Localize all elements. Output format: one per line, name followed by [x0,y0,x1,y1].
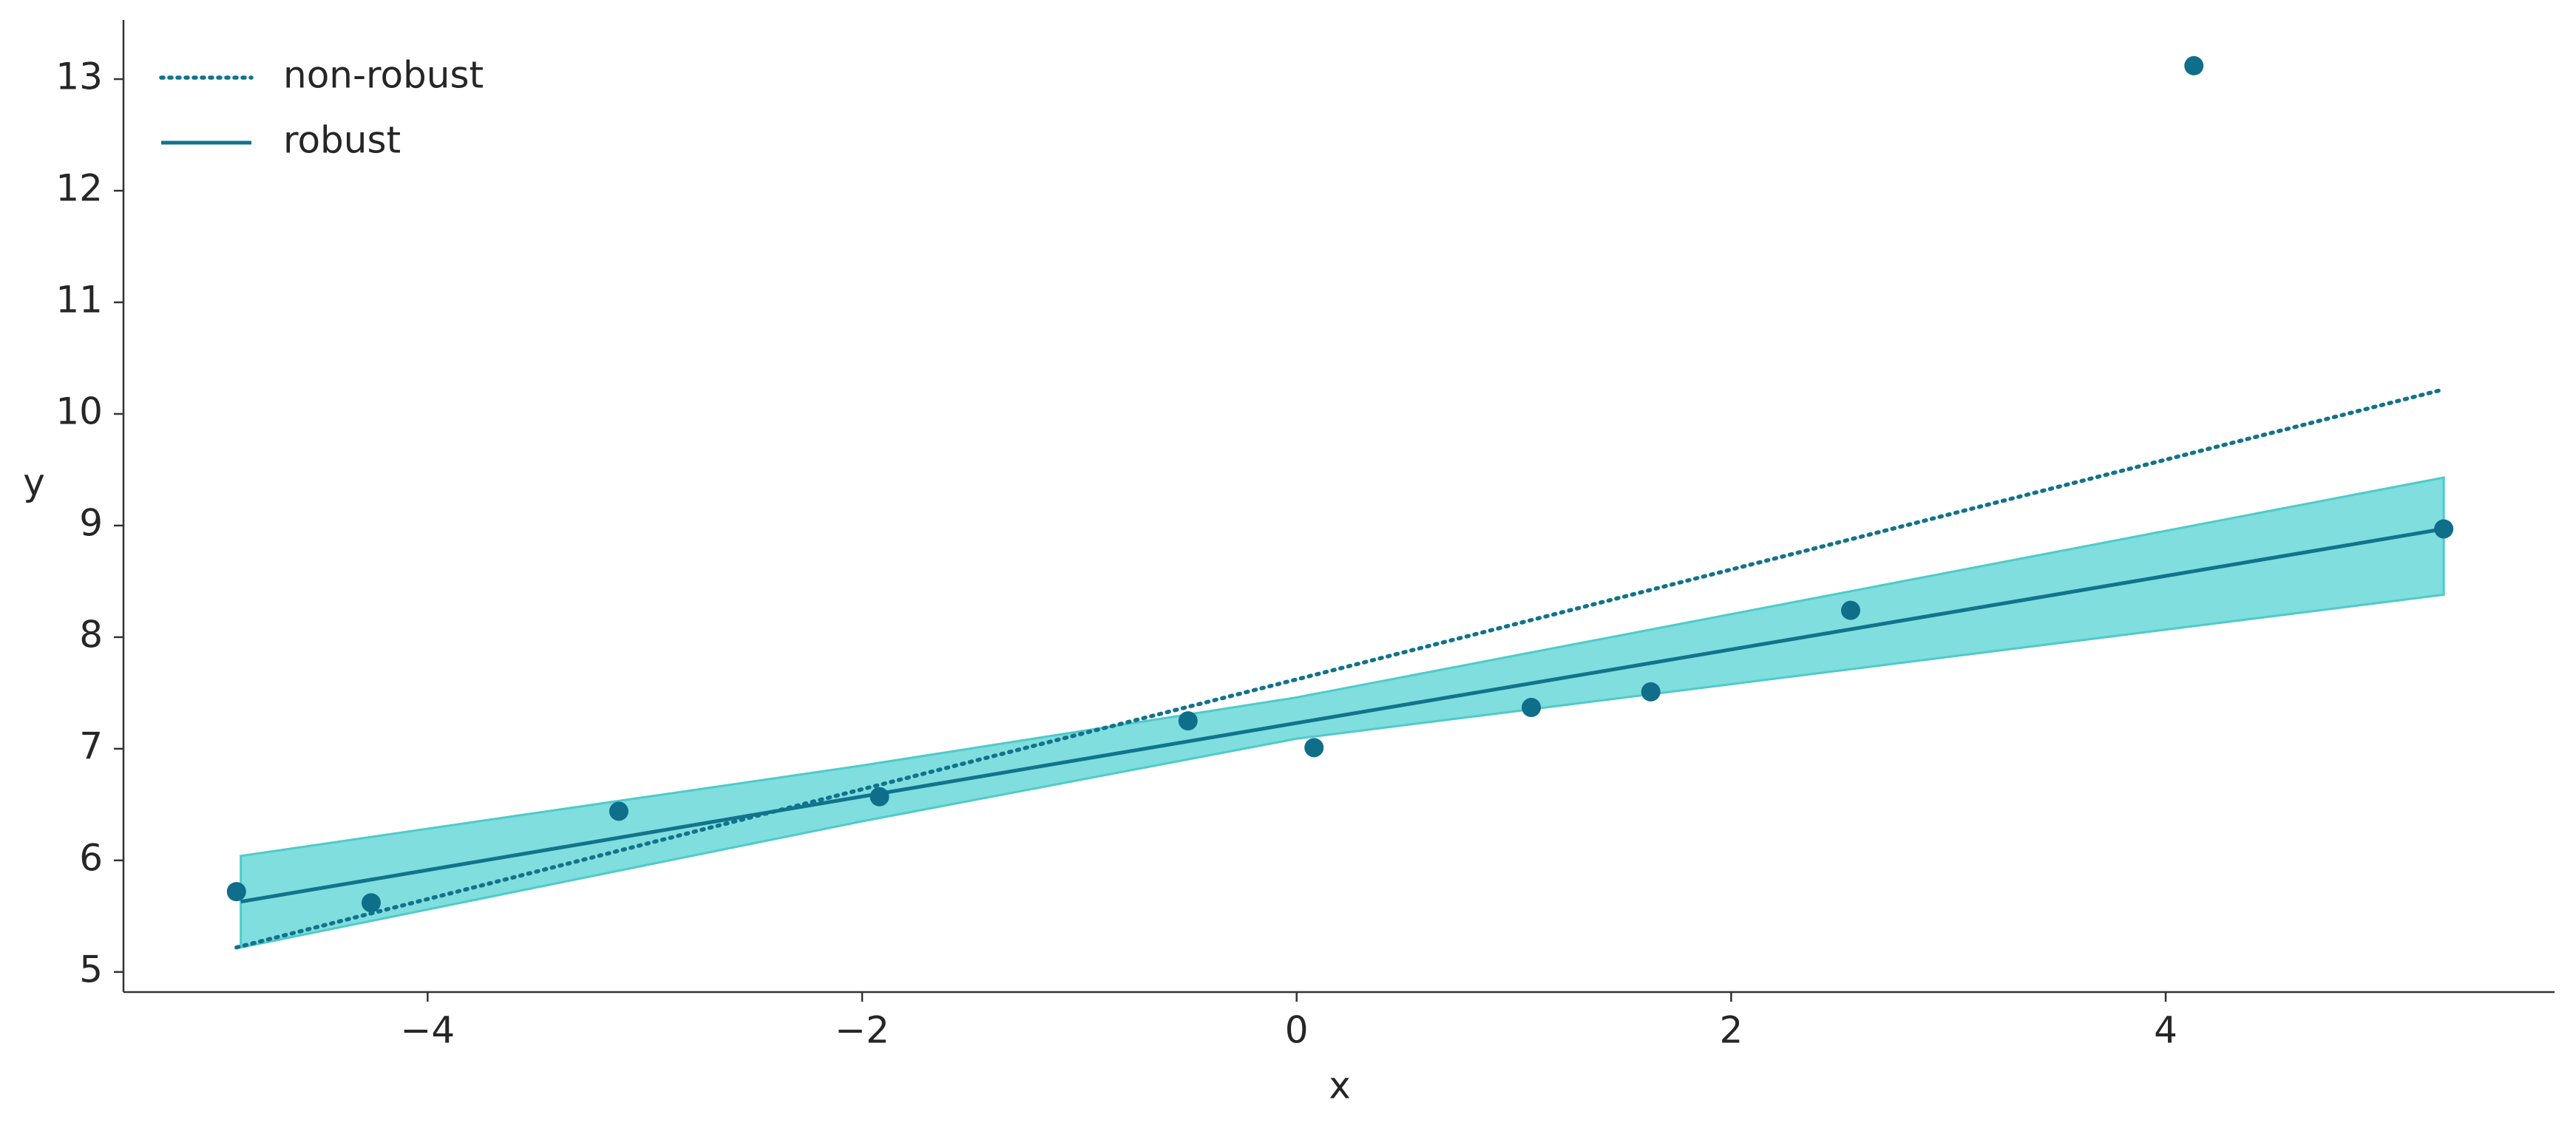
y-tick-label: 12 [55,166,103,209]
x-tick-label: 2 [1719,1009,1743,1052]
y-tick-label: 9 [79,501,103,544]
data-point [1840,600,1860,620]
regression-line [234,387,2446,950]
legend-label: robust [283,119,401,162]
x-tick-label: −4 [401,1009,455,1052]
y-tick-label: 6 [79,836,103,879]
data-point [361,893,381,913]
credible-band [240,476,2445,949]
y-tick-label: 11 [55,278,103,321]
data-point [870,787,889,807]
regression-line [240,526,2444,904]
x-tick-label: 4 [2154,1009,2177,1052]
data-point [226,882,246,902]
x-tick-label: −2 [835,1009,889,1052]
data-point [2184,55,2204,75]
y-tick-label: 13 [55,55,103,98]
y-tick-label: 5 [79,948,103,991]
x-axis-label: x [1329,1065,1351,1107]
legend-label: non-robust [283,54,484,97]
x-tick-label: 0 [1285,1009,1309,1052]
data-point [1522,698,1542,718]
data-point [2434,519,2454,539]
y-tick-label: 8 [79,613,103,656]
y-tick-label: 7 [79,724,103,767]
data-point [1641,682,1661,702]
data-point [1304,738,1324,758]
y-axis-label: y [23,461,45,504]
y-tick-label: 10 [55,390,103,432]
data-point [1178,711,1198,731]
data-point [609,801,628,821]
